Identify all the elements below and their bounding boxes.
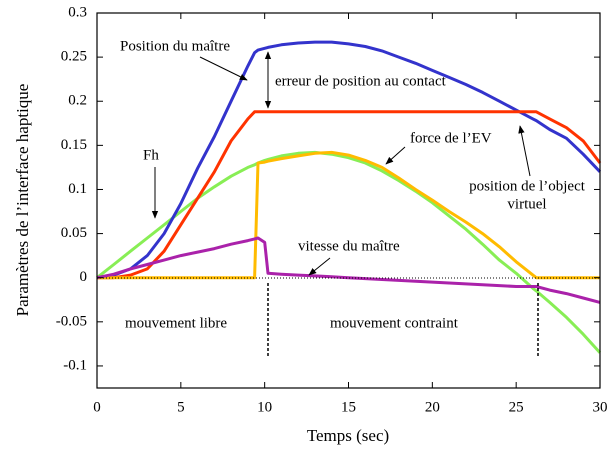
annotation: virtuel	[507, 196, 546, 212]
y-tick-label: 0.15	[61, 137, 87, 153]
series-line	[97, 110, 602, 280]
series-line	[96, 236, 601, 304]
annotation: mouvement contraint	[330, 315, 459, 331]
x-tick-label: 15	[341, 399, 356, 415]
x-tick-label: 30	[593, 399, 608, 415]
x-tick-label: 0	[93, 399, 101, 415]
series-line	[96, 150, 602, 354]
annotation: Position du maître	[120, 38, 230, 54]
series-line	[97, 150, 600, 280]
annotation: force de l’EV	[410, 130, 492, 146]
annotation: Fh	[143, 147, 159, 163]
annotation: position de l’object	[469, 178, 586, 194]
arrow	[518, 125, 531, 177]
y-tick-label: -0.05	[56, 313, 87, 329]
x-tick-label: 25	[509, 399, 524, 415]
annotation: erreur de position au contact	[275, 73, 447, 89]
y-tick-label: 0.1	[68, 181, 87, 197]
x-tick-label: 10	[257, 399, 272, 415]
x-tick-label: 20	[425, 399, 440, 415]
annotation: mouvement libre	[125, 315, 227, 331]
x-tick-label: 5	[177, 399, 185, 415]
y-tick-label: 0	[80, 269, 88, 285]
annotation: vitesse du maître	[298, 238, 400, 254]
plot-area	[96, 40, 602, 354]
y-axis-label: Paramètres de l’interface haptique	[13, 84, 32, 317]
x-axis-label: Temps (sec)	[307, 426, 389, 445]
arrow	[199, 56, 248, 81]
y-tick-label: 0.05	[61, 225, 87, 241]
y-tick-label: 0.2	[68, 93, 87, 109]
arrow	[385, 146, 406, 165]
y-tick-label: 0.25	[61, 49, 87, 65]
arrow	[308, 257, 331, 276]
y-tick-label: -0.1	[63, 357, 87, 373]
y-tick-label: 0.3	[68, 4, 87, 20]
